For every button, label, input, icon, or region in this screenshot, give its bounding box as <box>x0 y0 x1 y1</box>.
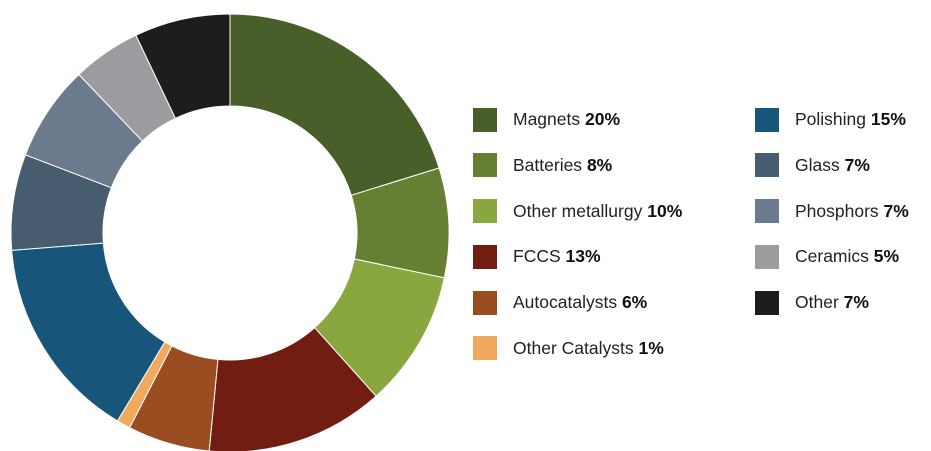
legend-label: Polishing <box>795 109 867 129</box>
legend-value: 5% <box>873 246 900 267</box>
legend-swatch <box>755 290 779 315</box>
legend-swatch <box>755 153 779 178</box>
legend-label: Glass <box>795 154 840 175</box>
legend-value: 13% <box>565 246 601 267</box>
legend-label: Ceramics <box>795 246 869 267</box>
legend-swatch <box>473 199 497 224</box>
legend-text: Other metallurgy 10% <box>513 201 682 222</box>
legend-value: 1% <box>638 337 664 358</box>
slice-other <box>135 13 231 119</box>
legend-item-polishing: Polishing 15% <box>755 107 909 132</box>
slice-magnets <box>229 13 440 196</box>
legend-text: Other Catalysts 1% <box>513 338 664 359</box>
legend-value: 15% <box>870 109 906 129</box>
legend-value: 7% <box>883 200 909 221</box>
legend-text: Other 7% <box>795 292 869 313</box>
legend-item-batteries: Batteries 8% <box>473 153 682 178</box>
legend-item-ceramics: Ceramics 5% <box>755 244 909 269</box>
legend-value: 8% <box>586 154 613 175</box>
legend-text: Ceramics 5% <box>795 246 899 267</box>
slice-fccs <box>208 326 377 451</box>
legend-label: Batteries <box>513 154 583 175</box>
legend-item-glass: Glass 7% <box>755 153 909 178</box>
legend-label: FCCS <box>513 246 561 267</box>
legend-item-phosphors: Phosphors 7% <box>755 199 909 224</box>
legend-value: 6% <box>621 292 648 313</box>
legend-text: FCCS 13% <box>513 246 601 267</box>
legend-swatch <box>473 153 497 178</box>
legend-text: Batteries 8% <box>513 155 612 176</box>
legend-text: Polishing 15% <box>795 109 906 130</box>
legend-label: Phosphors <box>795 200 879 221</box>
legend-label: Other metallurgy <box>513 200 643 221</box>
legend-swatch <box>755 244 779 269</box>
legend-label: Other Catalysts <box>513 337 634 358</box>
legend-value: 20% <box>585 109 621 129</box>
legend-item-other: Other 7% <box>755 290 909 315</box>
legend-swatch <box>473 290 497 315</box>
legend-column-right: Polishing 15% Glass 7% Phosphors 7% Ceramic… <box>755 107 909 337</box>
legend-swatch <box>755 107 779 132</box>
legend-item-magnets: Magnets 20% <box>473 107 682 132</box>
legend-value: 7% <box>843 292 869 313</box>
legend-text: Phosphors 7% <box>795 201 909 222</box>
legend-swatch <box>473 107 497 132</box>
legend-label: Autocatalysts <box>513 292 618 313</box>
legend-label: Magnets <box>513 109 581 129</box>
legend-label: Other <box>795 292 839 313</box>
legend-swatch <box>473 336 497 361</box>
legend-item-autocatalysts: Autocatalysts 6% <box>473 290 682 315</box>
legend-text: Glass 7% <box>795 155 870 176</box>
legend-value: 10% <box>647 200 683 221</box>
legend-text: Magnets 20% <box>513 109 620 130</box>
donut-chart <box>10 13 450 451</box>
legend-column-left: Magnets 20% Batteries 8% Other metallurgy … <box>473 107 682 383</box>
legend-swatch <box>473 244 497 269</box>
legend-item-other-catalysts: Other Catalysts 1% <box>473 336 682 361</box>
legend-swatch <box>755 199 779 224</box>
legend-text: Autocatalysts 6% <box>513 292 647 313</box>
legend-item-fccs: FCCS 13% <box>473 244 682 269</box>
legend-value: 7% <box>844 154 870 175</box>
legend-item-other-metallurgy: Other metallurgy 10% <box>473 199 682 224</box>
